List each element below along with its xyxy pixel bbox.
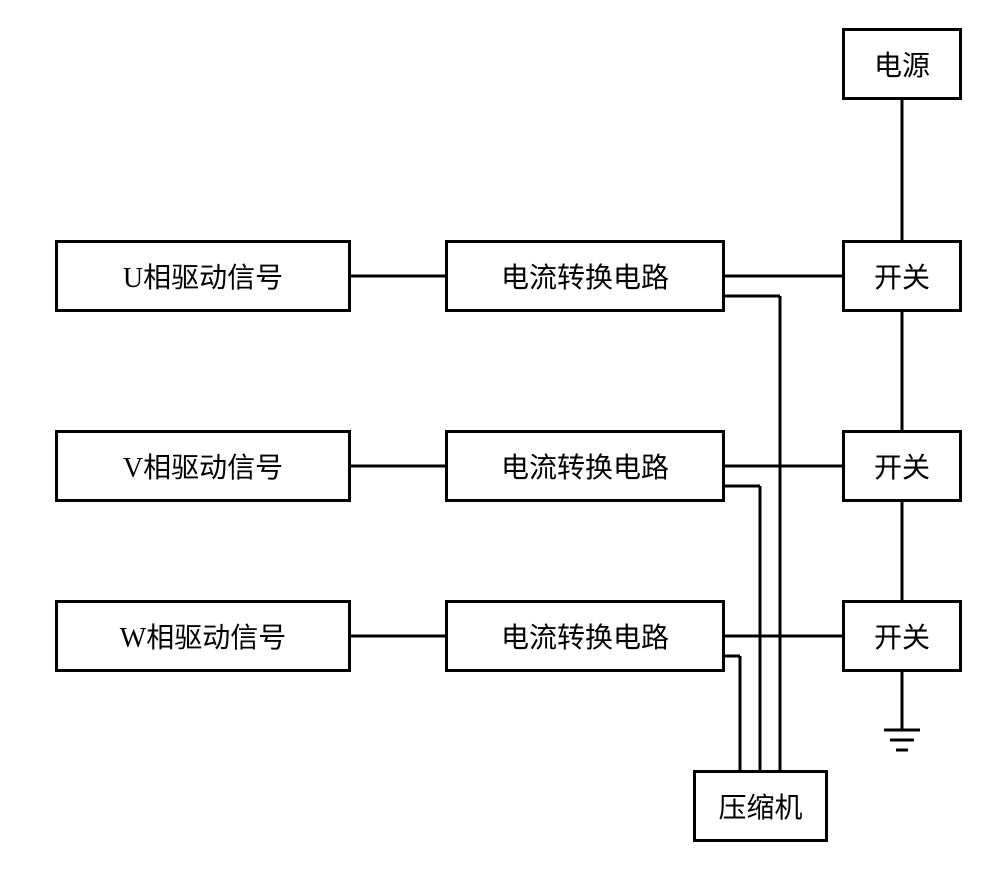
block-conv-w-label: 电流转换电路	[501, 616, 669, 656]
block-conv-v-label: 电流转换电路	[501, 446, 669, 486]
block-drive-v: V相驱动信号	[55, 430, 351, 502]
ground-icon	[884, 730, 920, 750]
block-power: 电源	[842, 28, 962, 100]
block-switch-w-label: 开关	[874, 616, 930, 656]
block-switch-w: 开关	[842, 600, 962, 672]
block-switch-v-label: 开关	[874, 446, 930, 486]
block-drive-u: U相驱动信号	[55, 240, 351, 312]
block-conv-u-label: 电流转换电路	[501, 256, 669, 296]
block-compressor-label: 压缩机	[718, 786, 802, 826]
block-switch-v: 开关	[842, 430, 962, 502]
block-switch-u-label: 开关	[874, 256, 930, 296]
block-drive-u-label: U相驱动信号	[123, 256, 283, 296]
block-conv-v: 电流转换电路	[445, 430, 725, 502]
block-conv-u: 电流转换电路	[445, 240, 725, 312]
block-switch-u: 开关	[842, 240, 962, 312]
block-drive-v-label: V相驱动信号	[123, 446, 283, 486]
block-compressor: 压缩机	[693, 770, 828, 842]
block-power-label: 电源	[874, 44, 930, 84]
block-drive-w-label: W相驱动信号	[120, 616, 286, 656]
block-conv-w: 电流转换电路	[445, 600, 725, 672]
block-drive-w: W相驱动信号	[55, 600, 351, 672]
